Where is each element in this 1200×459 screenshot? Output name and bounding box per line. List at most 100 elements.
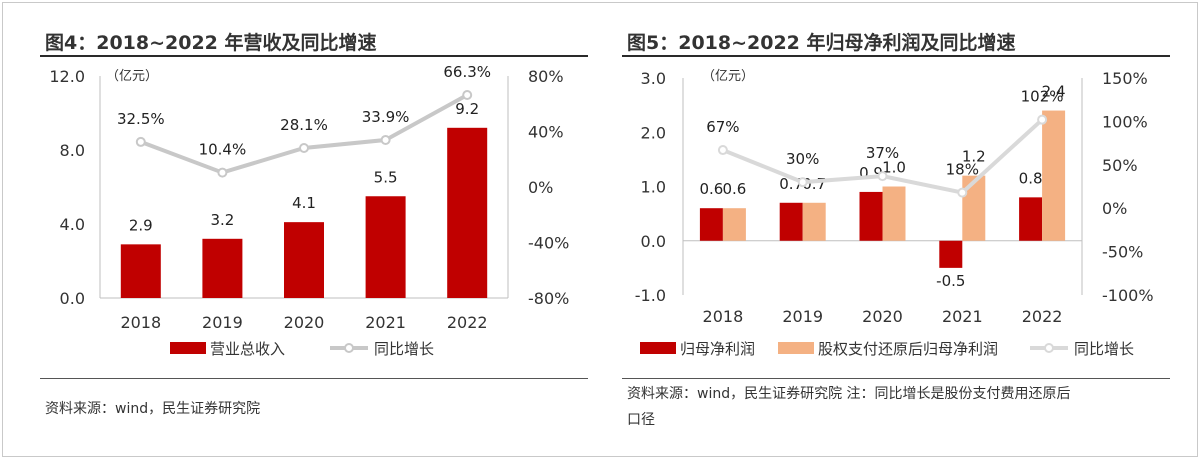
figure-5-chart: -1.0 0.0 1.0 2.0 3.0 -100% -50% 0% 50% 100% 150% （亿… [635, 69, 1154, 358]
right-tick-label: -50% [1102, 243, 1143, 262]
legend-marker [344, 343, 354, 353]
right-tick-label: 50% [1102, 156, 1138, 175]
category-label: 2020 [284, 313, 325, 332]
growth-data-label: 28.1% [280, 116, 328, 134]
growth-point [299, 143, 309, 154]
bar-1 [859, 191, 883, 241]
bar-data-label: 3.2 [210, 211, 234, 229]
bar-2 [1042, 110, 1066, 241]
figure-4-chart: 0.0 4.0 8.0 12.0 -80% -40% 0% 40% 80% （亿元） 2018 201… [49, 63, 569, 358]
right-tick-label: 80% [528, 67, 564, 86]
growth-point [877, 171, 888, 182]
legend-label: 同比增长 [1074, 340, 1134, 358]
left-tick-label: 4.0 [60, 215, 85, 234]
bar-data-label: 4.1 [292, 194, 316, 212]
bar-data-label: 2.4 [1042, 83, 1066, 101]
left-tick-label: 3.0 [641, 69, 666, 88]
growth-point [462, 90, 473, 101]
figure-5-title: 图5：2018~2022 年归母净利润及同比增速 [627, 32, 1016, 54]
bar-data-label: 9.2 [455, 100, 479, 118]
right-tick-label: -100% [1102, 286, 1154, 305]
bar-1 [284, 222, 324, 298]
bar-1 [447, 127, 488, 298]
bar-data-label: 2.9 [129, 216, 153, 234]
right-tick-label: 100% [1102, 112, 1148, 131]
left-tick-label: 1.0 [641, 178, 666, 197]
legend-marker [1044, 343, 1054, 353]
legend-label: 营业总收入 [210, 340, 285, 358]
bar-2 [882, 186, 906, 241]
right-tick-label: 40% [528, 123, 564, 142]
bar-1 [939, 240, 963, 268]
left-tick-label: 0.0 [641, 232, 666, 251]
category-label: 2022 [1022, 307, 1063, 326]
bar-1 [1019, 197, 1043, 241]
category-label: 2018 [120, 313, 161, 332]
left-tick-label: 2.0 [641, 123, 666, 142]
growth-point [717, 145, 728, 156]
category-label: 2021 [942, 307, 983, 326]
growth-data-label: 33.9% [362, 108, 410, 126]
right-tick-label: 0% [528, 178, 553, 197]
bar-2 [962, 175, 986, 241]
bar-data-label: 0.6 [722, 180, 746, 198]
bar-data-label: 0.8 [1019, 169, 1043, 187]
legend-label: 股权支付还原后归母净利润 [818, 340, 998, 358]
growth-point [797, 177, 808, 188]
bar-data-label: 5.5 [374, 168, 398, 186]
legend-swatch [778, 342, 814, 354]
growth-data-label: 67% [706, 118, 739, 136]
figure-4-source-rule [40, 378, 588, 379]
bar-data-label: 0.6 [699, 180, 723, 198]
legend-label: 归母净利润 [680, 340, 755, 358]
bar-2 [722, 208, 746, 241]
bar-1 [202, 238, 243, 298]
category-label: 2019 [202, 313, 243, 332]
figure-4-title-rule [40, 55, 588, 57]
unit-label: （亿元） [106, 69, 158, 84]
bar-1 [699, 208, 723, 241]
right-tick-label: 150% [1102, 69, 1148, 88]
figure-5-source-line2: 口径 [627, 412, 655, 428]
left-tick-label: 12.0 [49, 67, 85, 86]
category-label: 2018 [703, 307, 744, 326]
bar-data-label: -0.5 [936, 272, 965, 290]
legend-swatch [640, 342, 676, 354]
bar-1 [779, 202, 803, 241]
right-tick-label: -40% [528, 234, 569, 253]
bar-1 [365, 196, 406, 298]
category-label: 2022 [447, 313, 488, 332]
growth-data-label: 32.5% [117, 110, 165, 128]
growth-data-label: 102% [1021, 88, 1064, 106]
figure-5-source: 资料来源：wind，民生证券研究院 注：同比增长是股份支付费用还原后 [627, 386, 1071, 402]
figure-5-title-rule [622, 55, 1170, 57]
category-label: 2019 [782, 307, 823, 326]
growth-data-label: 37% [866, 144, 899, 162]
growth-point [380, 134, 391, 145]
bar-data-label: 1.2 [962, 148, 986, 166]
unit-label: （亿元） [702, 69, 754, 84]
bar-1 [120, 244, 161, 298]
bar-2 [802, 202, 826, 241]
right-tick-label: -80% [528, 289, 569, 308]
figure-4-title: 图4：2018~2022 年营收及同比增速 [45, 32, 377, 54]
growth-point [957, 187, 968, 198]
growth-point [1037, 114, 1048, 125]
growth-data-label: 10.4% [199, 141, 247, 159]
growth-data-label: 66.3% [443, 63, 491, 81]
right-tick-label: 0% [1102, 199, 1127, 218]
growth-data-label: 18% [946, 161, 979, 179]
growth-data-label: 30% [786, 150, 819, 168]
figure-5-source-rule [622, 378, 1170, 379]
left-tick-label: 0.0 [60, 289, 85, 308]
legend-swatch [170, 342, 206, 354]
growth-point [217, 167, 228, 178]
left-tick-label: 8.0 [60, 141, 85, 160]
category-label: 2021 [365, 313, 406, 332]
bar-data-label: 1.0 [882, 159, 906, 177]
left-tick-label: -1.0 [635, 286, 666, 305]
legend-label: 同比增长 [374, 340, 434, 358]
category-label: 2020 [862, 307, 903, 326]
growth-point [135, 136, 146, 147]
